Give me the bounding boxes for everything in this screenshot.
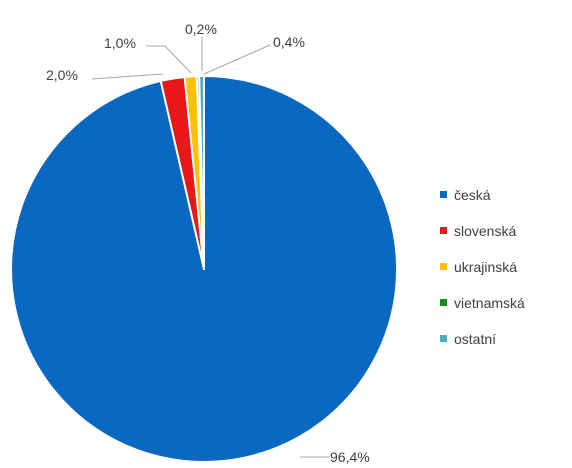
legend-swatch-2 <box>440 227 447 234</box>
data-label-4: 0,2% <box>185 21 217 37</box>
legend-label-1: česká <box>454 187 491 203</box>
legend-label-2: slovenská <box>454 223 516 239</box>
leader-line-2 <box>91 73 164 80</box>
leader-line-5 <box>203 44 271 75</box>
leader-lines <box>91 37 330 458</box>
legend-swatch-3 <box>440 263 447 270</box>
legend-swatch-1 <box>440 191 447 198</box>
pie-slice-5 <box>198 74 205 270</box>
data-label-5: 0,4% <box>273 34 305 50</box>
data-label-3: 1,0% <box>104 35 136 51</box>
legend-label-3: ukrajinská <box>454 259 517 275</box>
legend-label-4: vietnamská <box>454 295 525 311</box>
legend-label-5: ostatní <box>454 331 496 347</box>
data-labels: 96,4% 2,0% 1,0% 0,2% 0,4% <box>46 21 370 465</box>
legend: česká slovenská ukrajinská vietnamská ostatn… <box>440 187 525 347</box>
legend-swatch-5 <box>440 335 447 342</box>
data-label-1: 96,4% <box>330 449 370 465</box>
data-label-2: 2,0% <box>46 67 78 83</box>
legend-swatch-4 <box>440 299 447 306</box>
pie-slices <box>10 74 399 463</box>
leader-line-3 <box>146 45 192 74</box>
